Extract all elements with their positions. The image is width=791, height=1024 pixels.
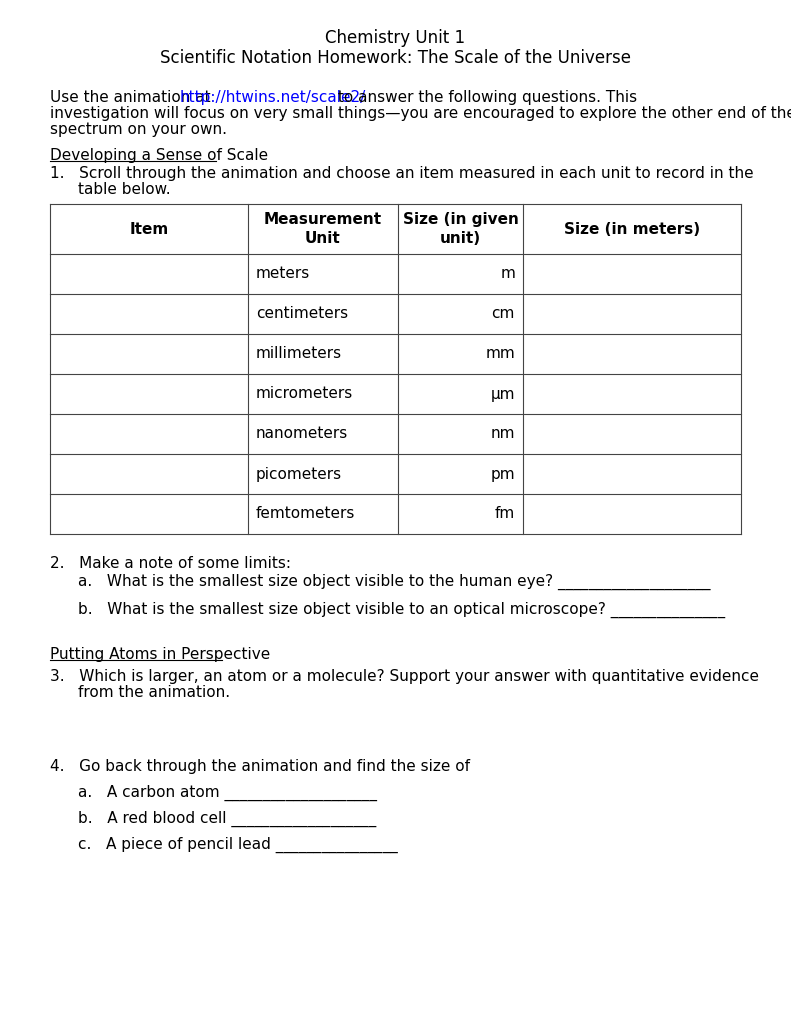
Text: http://htwins.net/scale2/: http://htwins.net/scale2/	[179, 90, 365, 105]
Text: 2.   Make a note of some limits:: 2. Make a note of some limits:	[50, 556, 291, 571]
Text: Size (in meters): Size (in meters)	[564, 221, 700, 237]
Text: Putting Atoms in Perspective: Putting Atoms in Perspective	[50, 647, 271, 662]
Text: a.   What is the smallest size object visible to the human eye? ________________: a. What is the smallest size object visi…	[78, 574, 710, 590]
Text: cm: cm	[492, 306, 515, 322]
Text: m: m	[500, 266, 515, 282]
Text: mm: mm	[485, 346, 515, 361]
Text: femtometers: femtometers	[256, 507, 355, 521]
Text: b.   A red blood cell ___________________: b. A red blood cell ___________________	[78, 811, 377, 827]
Text: picometers: picometers	[256, 467, 343, 481]
Text: b.   What is the smallest size object visible to an optical microscope? ________: b. What is the smallest size object visi…	[78, 602, 725, 618]
Text: centimeters: centimeters	[256, 306, 348, 322]
Text: fm: fm	[494, 507, 515, 521]
Text: to answer the following questions. This: to answer the following questions. This	[333, 90, 637, 105]
Text: Size (in given
unit): Size (in given unit)	[403, 212, 518, 247]
Text: 3.   Which is larger, an atom or a molecule? Support your answer with quantitati: 3. Which is larger, an atom or a molecul…	[50, 669, 759, 684]
Text: Measurement
Unit: Measurement Unit	[264, 212, 382, 247]
Text: millimeters: millimeters	[256, 346, 343, 361]
Text: investigation will focus on very small things—you are encouraged to explore the : investigation will focus on very small t…	[50, 106, 791, 121]
Text: 1.   Scroll through the animation and choose an item measured in each unit to re: 1. Scroll through the animation and choo…	[50, 166, 754, 181]
Text: Item: Item	[130, 221, 168, 237]
Text: Chemistry Unit 1: Chemistry Unit 1	[325, 29, 465, 47]
Text: μm: μm	[490, 386, 515, 401]
Text: meters: meters	[256, 266, 310, 282]
Text: nanometers: nanometers	[256, 427, 348, 441]
Text: pm: pm	[490, 467, 515, 481]
Text: 4.   Go back through the animation and find the size of: 4. Go back through the animation and fin…	[50, 759, 470, 774]
Text: micrometers: micrometers	[256, 386, 354, 401]
Text: from the animation.: from the animation.	[78, 685, 230, 700]
Text: spectrum on your own.: spectrum on your own.	[50, 122, 227, 137]
Text: c.   A piece of pencil lead ________________: c. A piece of pencil lead ______________…	[78, 837, 398, 853]
Text: Use the animation at: Use the animation at	[50, 90, 215, 105]
Text: Scientific Notation Homework: The Scale of the Universe: Scientific Notation Homework: The Scale …	[160, 49, 630, 67]
Text: nm: nm	[490, 427, 515, 441]
Text: Developing a Sense of Scale: Developing a Sense of Scale	[50, 148, 268, 163]
Text: table below.: table below.	[78, 182, 171, 197]
Text: a.   A carbon atom ____________________: a. A carbon atom ____________________	[78, 785, 377, 801]
